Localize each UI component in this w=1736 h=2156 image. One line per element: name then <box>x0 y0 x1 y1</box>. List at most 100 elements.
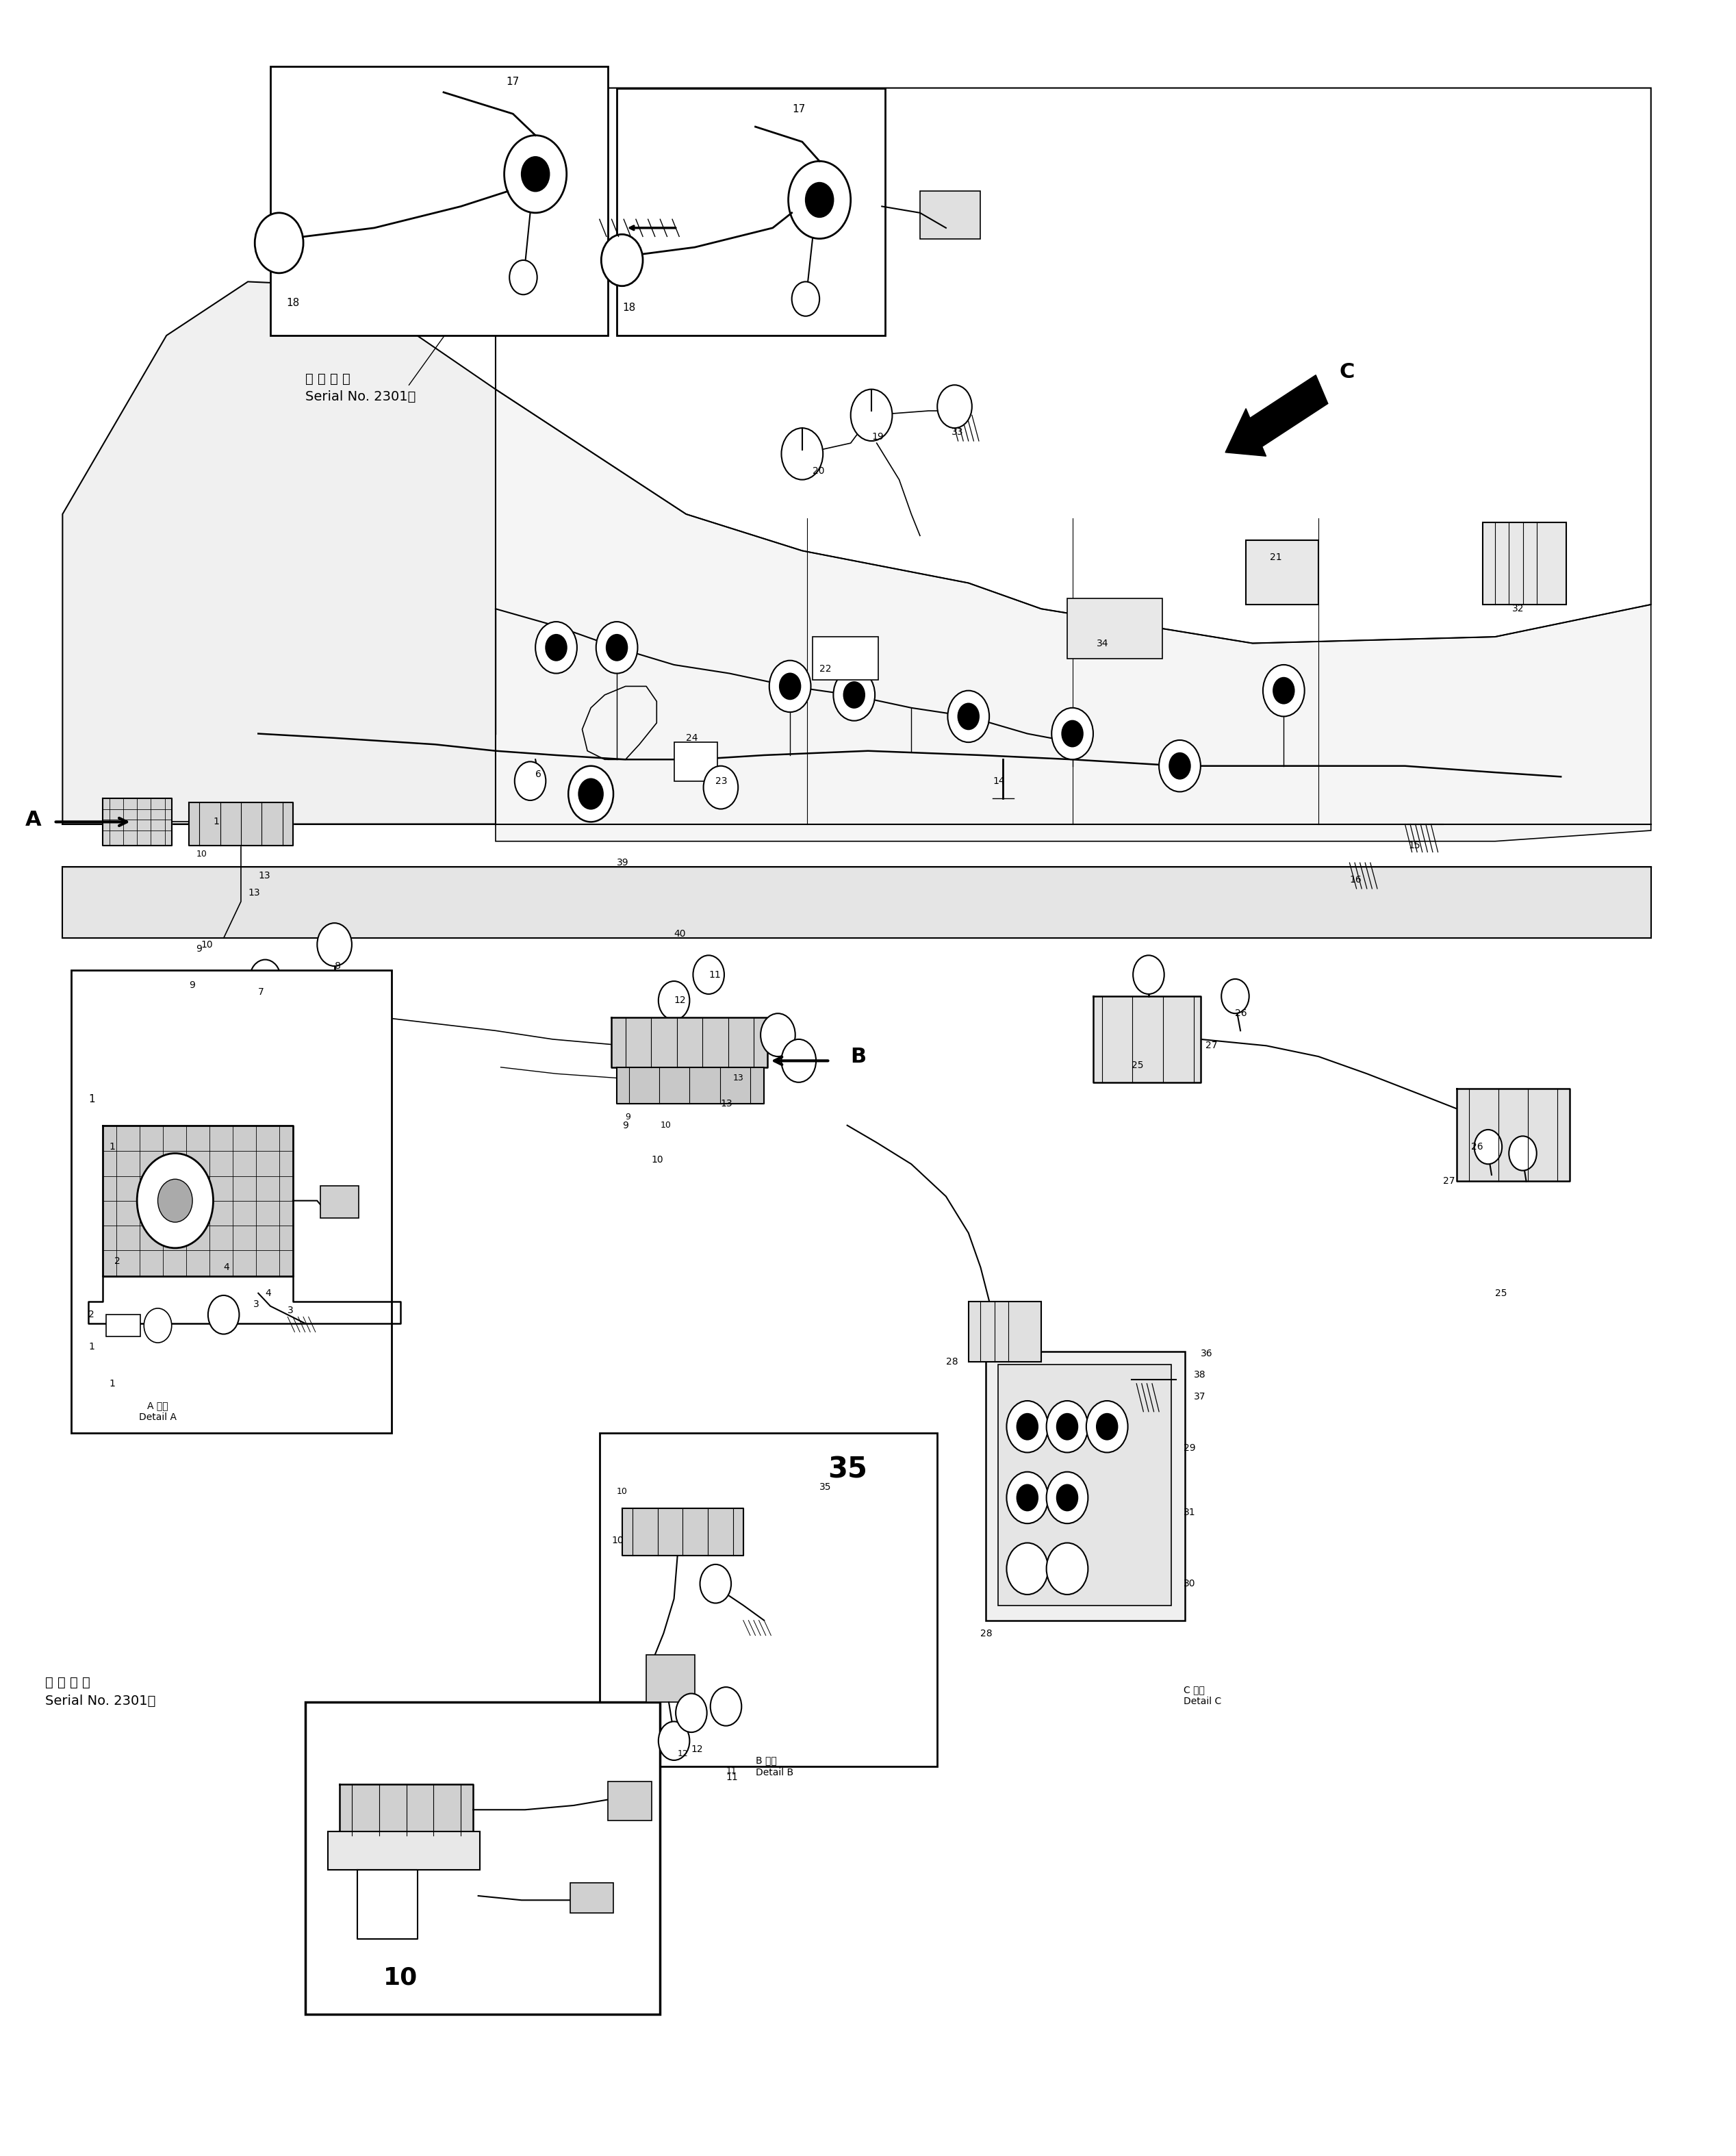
Text: 9: 9 <box>189 981 194 990</box>
Text: 2: 2 <box>89 1311 94 1319</box>
Bar <box>569 1882 613 1912</box>
Circle shape <box>851 390 892 442</box>
Circle shape <box>792 282 819 317</box>
Text: 12: 12 <box>691 1744 703 1755</box>
Bar <box>71 970 392 1434</box>
Circle shape <box>1057 1414 1078 1440</box>
Text: 30: 30 <box>1184 1578 1196 1589</box>
Circle shape <box>514 761 545 800</box>
Circle shape <box>1474 1130 1502 1164</box>
Circle shape <box>1017 1485 1038 1511</box>
Bar <box>328 1830 479 1869</box>
Circle shape <box>1057 1485 1078 1511</box>
Text: 10: 10 <box>660 1121 672 1130</box>
Circle shape <box>568 765 613 821</box>
Polygon shape <box>102 1125 293 1276</box>
Bar <box>969 1302 1042 1363</box>
Text: 11: 11 <box>708 970 720 979</box>
Text: 適 用 号 機
Serial No. 2301～: 適 用 号 機 Serial No. 2301～ <box>306 373 415 403</box>
Circle shape <box>1264 664 1304 716</box>
Text: 22: 22 <box>819 664 832 675</box>
Circle shape <box>844 681 865 707</box>
Text: 27: 27 <box>1443 1177 1455 1186</box>
Text: 9: 9 <box>625 1112 630 1121</box>
Circle shape <box>781 1039 816 1082</box>
Circle shape <box>137 1153 214 1248</box>
Circle shape <box>158 1179 193 1222</box>
FancyArrow shape <box>1226 375 1328 457</box>
Text: 4: 4 <box>266 1289 271 1298</box>
Bar <box>1068 597 1163 658</box>
Text: 23: 23 <box>715 776 727 785</box>
Circle shape <box>545 634 566 660</box>
Text: 36: 36 <box>1201 1350 1213 1358</box>
Text: 9: 9 <box>621 1121 628 1130</box>
Polygon shape <box>611 1018 767 1067</box>
Text: 38: 38 <box>1194 1371 1207 1380</box>
Circle shape <box>788 162 851 239</box>
Circle shape <box>1052 707 1094 759</box>
Text: 7: 7 <box>259 987 264 996</box>
Circle shape <box>1047 1544 1088 1595</box>
Circle shape <box>521 157 549 192</box>
Text: 適 用 号 機
Serial No. 2301～: 適 用 号 機 Serial No. 2301～ <box>45 1677 156 1708</box>
Text: 24: 24 <box>686 733 698 744</box>
Circle shape <box>703 765 738 808</box>
Text: 4: 4 <box>224 1263 229 1272</box>
Circle shape <box>535 621 576 673</box>
Text: 1: 1 <box>89 1343 94 1352</box>
Bar <box>106 1315 141 1337</box>
Polygon shape <box>1094 996 1201 1082</box>
Text: 28: 28 <box>946 1358 958 1367</box>
Circle shape <box>1087 1401 1128 1453</box>
Circle shape <box>1097 1414 1118 1440</box>
Text: 1: 1 <box>109 1143 115 1151</box>
Text: 27: 27 <box>1207 1041 1217 1050</box>
Circle shape <box>693 955 724 994</box>
Bar <box>986 1352 1186 1621</box>
Polygon shape <box>340 1783 472 1835</box>
Circle shape <box>595 621 637 673</box>
Text: 12: 12 <box>674 996 686 1005</box>
Text: 1: 1 <box>89 1095 95 1104</box>
Text: 10: 10 <box>201 940 214 949</box>
Circle shape <box>806 183 833 218</box>
Text: 13: 13 <box>259 871 271 880</box>
Circle shape <box>710 1688 741 1725</box>
Text: 18: 18 <box>286 298 300 308</box>
Text: 17: 17 <box>792 103 806 114</box>
Text: 40: 40 <box>674 929 686 938</box>
Polygon shape <box>621 1509 743 1557</box>
Text: 25: 25 <box>1132 1061 1144 1069</box>
Text: 3: 3 <box>288 1307 293 1315</box>
Text: 3: 3 <box>253 1300 259 1309</box>
Bar <box>646 1656 694 1701</box>
Text: 8: 8 <box>335 962 340 970</box>
Circle shape <box>937 386 972 429</box>
Text: 13: 13 <box>733 1074 743 1082</box>
Bar <box>271 67 608 336</box>
Circle shape <box>601 235 642 287</box>
Bar <box>599 1434 937 1766</box>
Circle shape <box>781 429 823 479</box>
Text: 18: 18 <box>623 302 635 313</box>
Text: 34: 34 <box>1097 638 1109 649</box>
Circle shape <box>1222 979 1250 1013</box>
Bar <box>321 1186 359 1218</box>
Text: C: C <box>1338 362 1354 382</box>
Text: 9: 9 <box>196 944 201 953</box>
Bar <box>306 1701 660 2014</box>
Circle shape <box>1007 1401 1049 1453</box>
Circle shape <box>208 1296 240 1335</box>
Circle shape <box>833 668 875 720</box>
Polygon shape <box>62 867 1651 938</box>
Text: 10: 10 <box>196 849 207 858</box>
Text: 35: 35 <box>819 1481 832 1492</box>
Circle shape <box>503 136 566 213</box>
Text: 33: 33 <box>951 427 963 438</box>
Bar <box>674 742 717 780</box>
Circle shape <box>255 213 304 274</box>
Circle shape <box>1170 752 1191 778</box>
Polygon shape <box>1457 1089 1569 1181</box>
Text: 10: 10 <box>651 1156 663 1164</box>
